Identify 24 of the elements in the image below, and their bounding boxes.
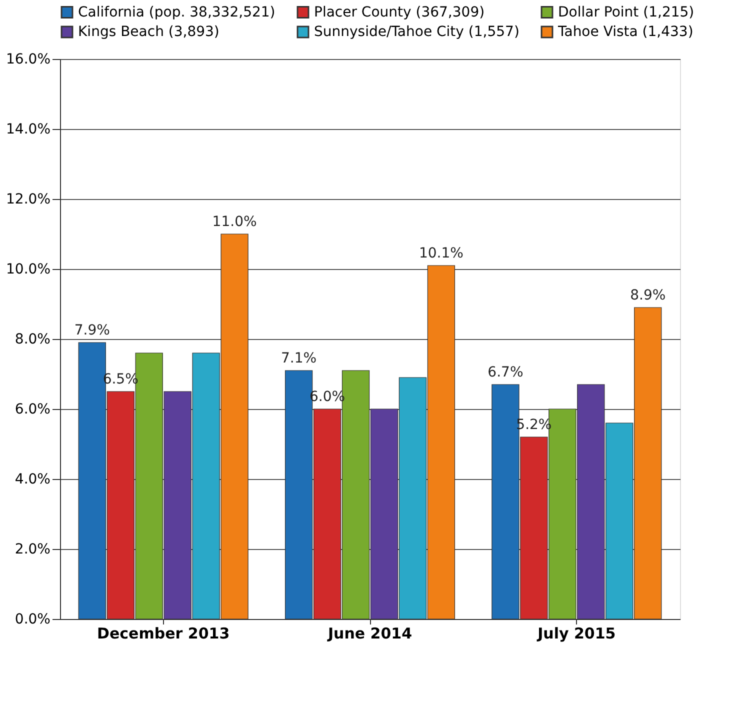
legend-label: California (pop. 38,332,521) [78,4,276,20]
legend-label: Tahoe Vista (1,433) [557,24,694,40]
data-label: 10.1% [418,246,464,262]
y-tick-label: 16.0% [6,52,50,68]
y-tick-label: 0.0% [14,612,50,628]
data-label: 11.0% [212,214,257,230]
y-tick-label: 2.0% [14,542,50,558]
y-tick-label: 6.0% [14,402,50,418]
x-tick-label: July 2015 [536,624,616,642]
y-tick-label: 4.0% [14,472,50,488]
x-tick-label: December 2013 [97,624,230,642]
y-tick-label: 14.0% [6,122,50,138]
y-tick-label: 8.0% [14,332,50,348]
data-label: 8.9% [630,288,666,304]
x-tick-label: June 2014 [326,624,412,642]
y-tick-label: 12.0% [6,192,50,208]
data-label: 6.7% [488,364,524,380]
legend-label: Placer County (367,309) [314,4,485,20]
y-tick-label: 10.0% [6,262,50,278]
data-label: 7.9% [74,322,110,338]
legend-label: Dollar Point (1,215) [558,4,694,20]
legend-label: Sunnyside/Tahoe City (1,557) [314,24,520,40]
data-label: 7.1% [281,350,317,366]
legend-label: Kings Beach (3,893) [78,24,220,40]
